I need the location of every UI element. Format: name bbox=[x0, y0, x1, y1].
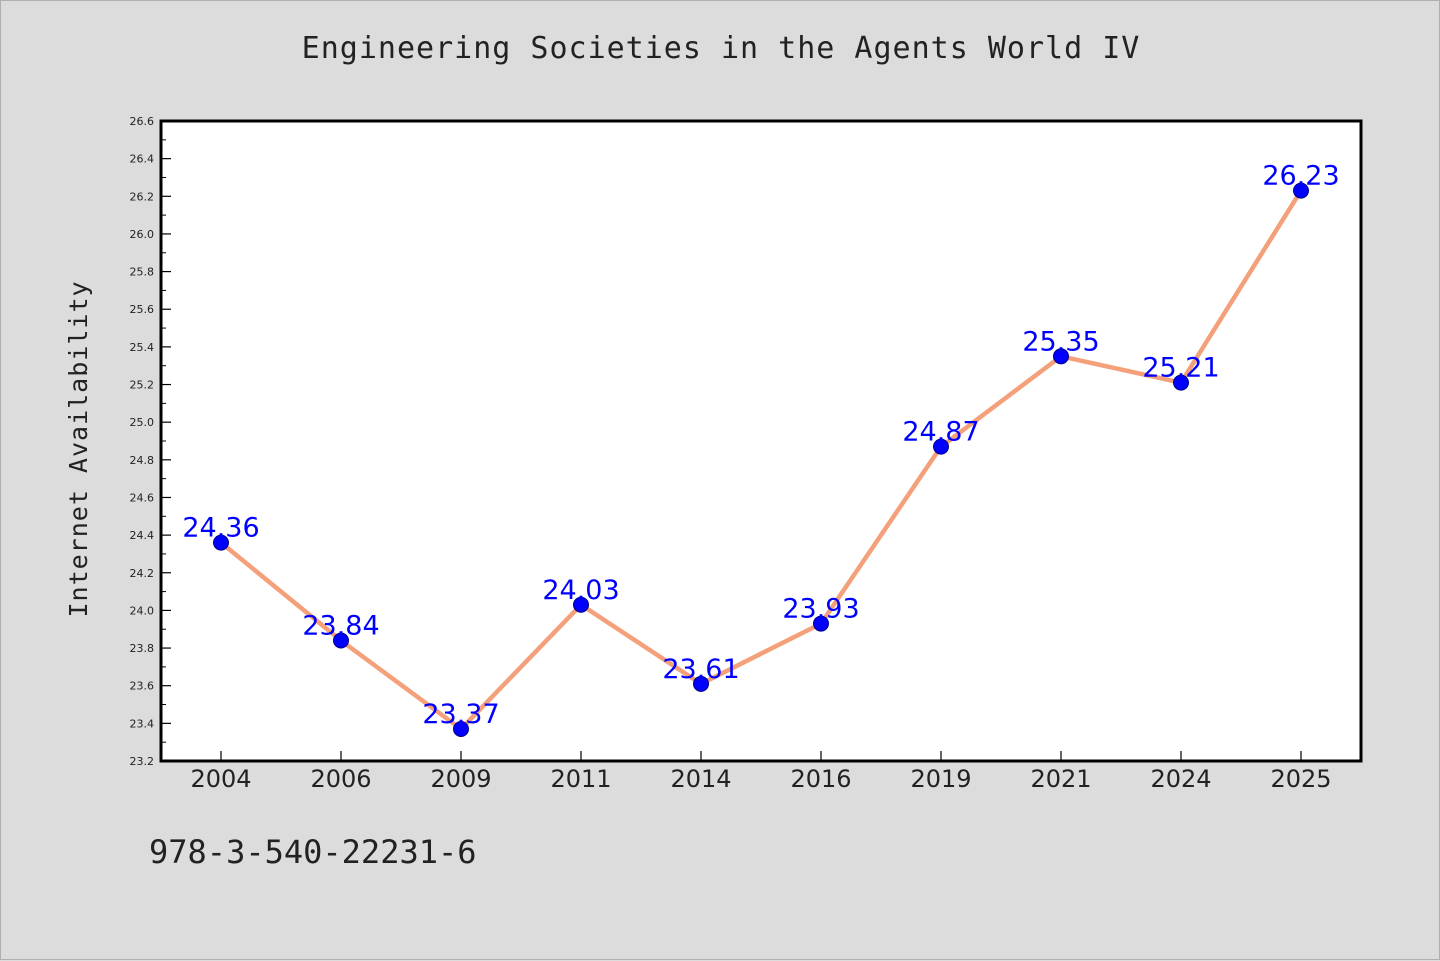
y-tick-label: 26.0 bbox=[130, 228, 155, 241]
plot-area bbox=[159, 119, 1363, 763]
x-tick-label: 2004 bbox=[190, 765, 251, 793]
data-point bbox=[1053, 348, 1069, 365]
data-label: 23.37 bbox=[422, 699, 499, 730]
series-internet-availability bbox=[213, 182, 1309, 737]
y-tick-label: 23.6 bbox=[130, 680, 155, 693]
y-tick-label: 23.4 bbox=[130, 717, 155, 730]
data-point bbox=[453, 721, 469, 737]
data-point bbox=[1173, 374, 1189, 391]
x-tick-label: 2016 bbox=[790, 765, 851, 793]
footer-isbn: 978-3-540-22231-6 bbox=[149, 833, 477, 871]
x-tick-label: 2014 bbox=[670, 765, 731, 793]
y-tick-label: 26.6 bbox=[130, 115, 155, 128]
x-tick-label: 2021 bbox=[1030, 765, 1091, 793]
data-label: 23.93 bbox=[782, 594, 859, 625]
y-axis-label: Internet Availability bbox=[64, 280, 93, 617]
x-tick-label: 2025 bbox=[1270, 765, 1331, 793]
data-labels: 24.36 23.84 23.37 24.03 23.61 23.93 24.87 25.35… bbox=[182, 161, 1339, 730]
data-point bbox=[333, 632, 349, 649]
y-tick-label: 24.8 bbox=[130, 454, 155, 467]
chart-title: Engineering Societies in the Agents Worl… bbox=[301, 31, 1141, 66]
y-tick-label: 25.4 bbox=[130, 341, 155, 354]
y-tick-label: 23.2 bbox=[130, 755, 155, 768]
y-tick-label: 26.2 bbox=[130, 190, 155, 203]
data-point bbox=[813, 615, 829, 632]
series-line bbox=[218, 188, 1304, 732]
y-axis: 23.2 23.4 23.6 23.8 24.0 24.2 24.4 24.6 24.8 25.0… bbox=[130, 115, 171, 768]
x-axis: 2004 2006 2009 2011 2014 2016 2019 2021 2024 2025 bbox=[190, 751, 1332, 793]
data-label: 25.35 bbox=[1022, 326, 1099, 357]
data-point bbox=[213, 534, 229, 551]
data-label: 24.36 bbox=[182, 513, 259, 544]
y-tick-label: 25.0 bbox=[130, 416, 155, 429]
data-label: 23.61 bbox=[662, 654, 739, 685]
y-tick-label: 26.4 bbox=[130, 153, 155, 166]
data-label: 24.03 bbox=[542, 575, 619, 606]
data-point bbox=[573, 596, 589, 613]
y-tick-label: 25.2 bbox=[130, 379, 155, 392]
x-tick-label: 2011 bbox=[550, 765, 611, 793]
x-tick-label: 2006 bbox=[310, 765, 371, 793]
y-tick-label: 24.0 bbox=[130, 604, 155, 617]
y-tick-label: 23.8 bbox=[130, 642, 155, 655]
data-label: 24.87 bbox=[902, 417, 979, 448]
data-label: 23.84 bbox=[302, 611, 379, 642]
y-tick-label: 25.8 bbox=[130, 266, 155, 279]
y-tick-label: 25.6 bbox=[130, 303, 155, 316]
data-label: 25.21 bbox=[1142, 353, 1219, 384]
data-point bbox=[693, 675, 709, 692]
data-point bbox=[933, 438, 949, 455]
y-tick-label: 24.4 bbox=[130, 529, 155, 542]
x-tick-label: 2024 bbox=[1150, 765, 1211, 793]
y-tick-label: 24.2 bbox=[130, 567, 155, 580]
y-tick-label: 24.6 bbox=[130, 491, 155, 504]
data-point bbox=[1293, 182, 1309, 199]
x-tick-label: 2009 bbox=[430, 765, 491, 793]
data-label: 26.23 bbox=[1262, 161, 1339, 192]
x-tick-label: 2019 bbox=[910, 765, 971, 793]
